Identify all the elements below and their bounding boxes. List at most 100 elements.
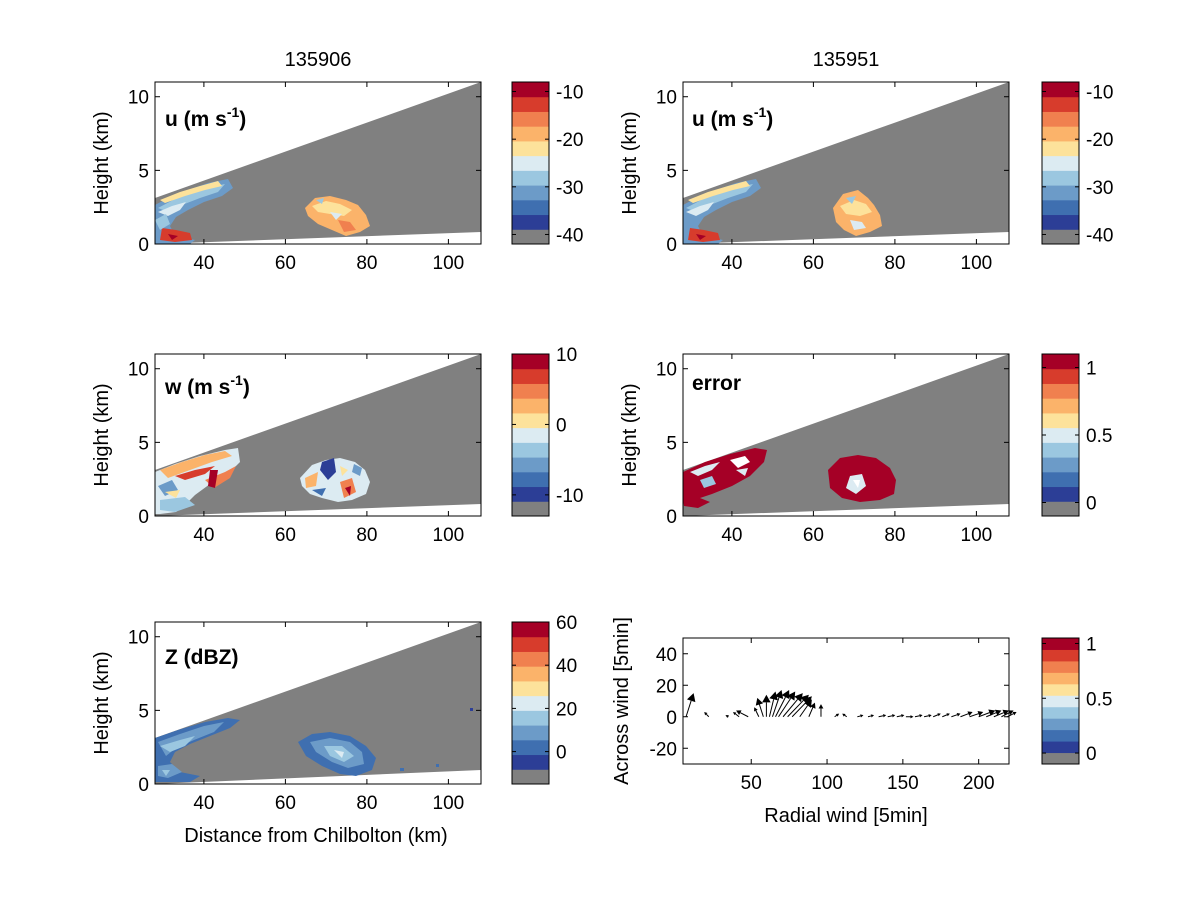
colorbar-bin: [512, 695, 549, 711]
colorbar-bin: [1042, 398, 1079, 414]
quiver-arrow-shaft: [993, 712, 1004, 718]
panel-label-u-right: u (m s-1): [692, 104, 773, 131]
quiver-arrow-shaft: [932, 714, 939, 718]
panel-label-z: Z (dBZ): [165, 646, 238, 669]
y-tick-label: 20: [656, 676, 677, 697]
colorbar-frame: [1041, 81, 1080, 245]
colorbar-bin: [512, 427, 549, 443]
y-tick-label: 10: [128, 360, 149, 381]
x-tick-label: 50: [741, 773, 762, 794]
colorbar-tick-label: 0: [1086, 744, 1097, 765]
x-tick-label: 100: [961, 253, 993, 274]
echo-far: [833, 190, 882, 236]
quiver-arrow-shaft: [986, 712, 997, 718]
y-tick-label: 5: [138, 433, 149, 454]
colorbar-bin: [1042, 695, 1079, 708]
quiver-arrow-head: [794, 693, 803, 703]
echo-speck: [400, 768, 404, 771]
quiver-arrow-shaft: [775, 696, 786, 717]
colorbar-bin: [1042, 471, 1079, 488]
colorbar-bin: [512, 769, 549, 785]
quiver-arrow-shaft: [942, 714, 948, 718]
colorbar-bin: [1042, 486, 1079, 502]
echo-near: [155, 448, 240, 514]
colorbar-bin: [512, 82, 549, 98]
column-title-right: 135951: [813, 49, 880, 71]
colorbar-bin: [1042, 170, 1079, 186]
colorbar-bin: [1042, 229, 1079, 245]
echo-near: [683, 448, 767, 508]
colorbar-bin: [1042, 649, 1079, 662]
quiver-arrow-head: [781, 689, 790, 700]
colorbar-frame: [511, 353, 550, 517]
echo-near: [683, 179, 761, 244]
quiver-arrow-head: [725, 715, 729, 719]
quiver-arrow-head: [818, 704, 824, 709]
quiver-arrow-shaft: [735, 713, 740, 718]
ylabel-error: Height (km): [619, 383, 641, 486]
colorbar-bin: [512, 398, 549, 414]
colorbar-bin: [1042, 706, 1079, 719]
quiver-arrow-head: [787, 691, 796, 701]
quiver-arrow-shaft: [960, 713, 969, 718]
colorbar-bin: [512, 199, 549, 216]
x-tick-label: 40: [193, 253, 214, 274]
quiver-arrow-head: [928, 714, 932, 718]
quiver-arrow-shaft: [787, 700, 804, 718]
colorbar-bin: [1042, 501, 1079, 517]
colorbar-bin: [1042, 368, 1079, 384]
quiver-arrow-shaft: [799, 705, 809, 718]
colorbar-bin: [512, 155, 549, 171]
colorbar-bin: [512, 126, 549, 142]
quiver-arrow-head: [910, 715, 914, 719]
quiver-arrow-head: [835, 713, 840, 717]
quiver-arrow-head: [774, 689, 784, 699]
quiver-arrow-shaft: [914, 715, 920, 718]
colorbar-bin: [512, 185, 549, 201]
colorbar-bin: [1042, 111, 1079, 127]
colorbar-tick-label: -30: [1086, 178, 1113, 199]
colorbar-bin: [512, 442, 549, 458]
echo-far: [298, 732, 376, 776]
quiver-arrow-head: [892, 714, 896, 718]
quiver-arrow-shaft: [705, 713, 710, 718]
echo-far: [305, 196, 370, 236]
colorbar-bin: [512, 754, 549, 770]
quiver-arrow-shaft: [1001, 712, 1010, 718]
column-title-left: 135906: [285, 49, 352, 71]
xlabel-z: Distance from Chilbolton (km): [184, 825, 447, 847]
panel-z: [154, 621, 482, 785]
echo-speck: [470, 708, 473, 711]
quiver-arrow-shaft: [685, 700, 692, 717]
colorbar-tick-label: 40: [556, 656, 577, 677]
x-tick-label: 60: [803, 525, 824, 546]
colorbar-bin: [512, 636, 549, 652]
colorbar-bin: [1042, 729, 1079, 742]
colorbar-bin: [512, 486, 549, 502]
colorbar-bin: [1042, 140, 1079, 157]
colorbar-tick-label: -10: [1086, 83, 1113, 104]
quiver-arrow-head: [810, 702, 816, 709]
ylabel-w: Height (km): [91, 383, 113, 486]
xlabel-quiver: Radial wind [5min]: [764, 805, 927, 827]
panel-u-left: [154, 81, 482, 245]
colorbar-bin: [1042, 126, 1079, 142]
colorbar-bin: [512, 354, 549, 370]
y-tick-label: 5: [138, 161, 149, 182]
x-tick-label: 80: [884, 525, 905, 546]
ylabel-u-right: Height (km): [619, 111, 641, 214]
colorbar-bin: [1042, 82, 1079, 98]
colorbar-tick-label: -30: [556, 178, 583, 199]
quiver-arrow-shaft: [740, 712, 749, 718]
quiver-arrow-head: [967, 711, 973, 717]
quiver-arrow-shaft: [771, 697, 780, 717]
colorbar-bin: [1042, 457, 1079, 473]
colorbar-bin: [1042, 155, 1079, 171]
colorbar-tick-label: 0.5: [1086, 689, 1112, 710]
x-tick-label: 100: [433, 793, 465, 814]
y-tick-label: 0: [138, 235, 149, 256]
colorbar-bin: [512, 622, 549, 638]
colorbar-bin: [512, 383, 549, 399]
panel-u-right: [682, 81, 1010, 245]
